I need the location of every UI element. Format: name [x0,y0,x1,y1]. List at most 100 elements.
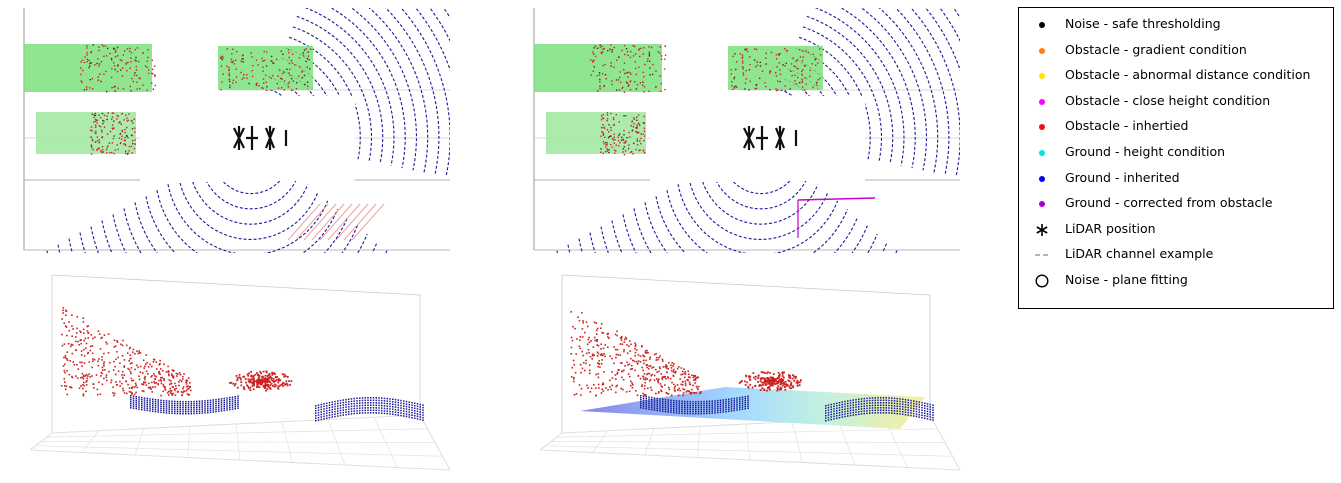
cloud-point [684,410,686,413]
obstacle-point [301,77,303,79]
cloud-point [120,343,122,346]
cloud-point [662,402,664,405]
cloud-point [609,355,611,358]
obstacle-point [114,90,116,92]
cloud-point [677,366,680,368]
cloud-point [171,394,173,396]
cloud-point [582,361,585,364]
obstacle-point [643,152,646,154]
cloud-point [61,318,63,320]
obstacle-point [118,121,120,124]
cloud-point [64,354,67,357]
cloud-point [668,388,671,391]
cloud-point [572,377,575,380]
cloud-point [910,414,912,417]
legend-item: Ground - height condition [1019,142,1333,162]
cloud-point [145,384,148,386]
cloud-point [711,410,713,412]
obstacle-point [103,114,106,117]
cloud-point [648,398,650,400]
cloud-point [139,371,142,374]
cloud-point [771,384,774,387]
cloud-point [162,377,165,380]
cloud-point [240,381,243,383]
cloud-point [154,408,157,411]
obstacle-point [106,152,108,154]
cloud-point [692,374,695,377]
cloud-point [154,410,157,413]
obstacle-point [634,53,637,55]
cloud-point [582,354,584,357]
cloud-point [275,379,278,381]
cloud-point [220,406,223,408]
cloud-point [246,373,249,376]
cloud-point [642,399,645,401]
cloud-point [131,362,133,364]
obstacle-point [102,45,105,47]
cloud-point [234,397,236,400]
cloud-point [882,397,885,399]
cloud-point [688,381,691,384]
cloud-point [700,402,702,405]
cloud-point [179,406,181,409]
cloud-point [899,413,901,415]
cloud-point [765,372,768,375]
cloud-point [209,411,212,414]
cloud-point [686,412,689,415]
cloud-point [692,406,694,409]
cloud-point [270,376,273,379]
cloud-point [676,389,679,391]
cloud-point [589,391,592,393]
cloud-point [326,405,328,407]
obstacle-point [636,127,638,129]
cloud-point [378,404,380,407]
cloud-point [247,385,249,388]
obstacle-point [625,81,628,83]
cloud-point [242,376,245,378]
cloud-point [257,381,260,384]
obstacle-point [92,44,94,46]
legend-label: Obstacle - inhertied [1065,118,1189,134]
obstacle-point [103,73,105,75]
cloud-point [135,407,137,410]
cloud-point [163,379,165,382]
cloud-point [121,374,123,376]
cloud-point [138,396,140,398]
cloud-point [223,407,225,410]
cloud-point [624,338,626,341]
cloud-point [116,341,119,343]
obstacle-point [613,124,615,126]
obstacle-point [632,153,634,155]
cloud-point [416,410,419,413]
cloud-point [683,372,686,375]
cloud-point [165,371,168,373]
obstacle-point [86,45,88,47]
obstacle-point [742,72,745,74]
cloud-point [586,343,589,346]
cloud-point [714,408,716,410]
obstacle-point [590,59,592,61]
cloud-point [72,328,74,330]
cloud-point [772,380,775,383]
cloud-point [595,333,598,335]
cloud-point [643,385,646,387]
cloud-point [348,398,350,401]
obstacle-point [790,70,792,72]
cloud-point [269,387,272,390]
cloud-point [825,415,827,417]
cloud-point [419,416,421,418]
obstacle-point [288,62,291,65]
obstacle-point [243,74,245,76]
cloud-point [101,369,104,371]
obstacle-point [637,114,640,116]
cloud-point [131,392,133,394]
cloud-point [688,373,690,376]
cloud-point [266,379,269,381]
cloud-point [899,410,901,413]
obstacle-point [664,45,666,47]
obstacle-point [263,82,265,84]
cloud-point [635,389,637,392]
cloud-point [640,405,642,407]
obstacle-point [120,123,122,125]
cloud-point [182,412,184,415]
